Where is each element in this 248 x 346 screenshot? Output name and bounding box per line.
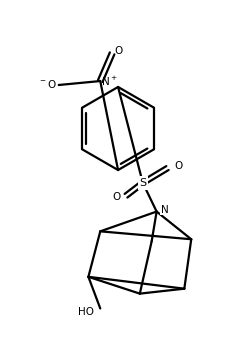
Text: O: O <box>112 192 120 202</box>
Text: $^-$O: $^-$O <box>38 78 57 90</box>
Text: HO: HO <box>78 307 94 317</box>
Text: S: S <box>139 178 146 188</box>
Text: N$^+$: N$^+$ <box>101 74 118 88</box>
Text: O: O <box>114 46 122 56</box>
Text: O: O <box>174 161 183 171</box>
Text: N: N <box>161 204 168 215</box>
